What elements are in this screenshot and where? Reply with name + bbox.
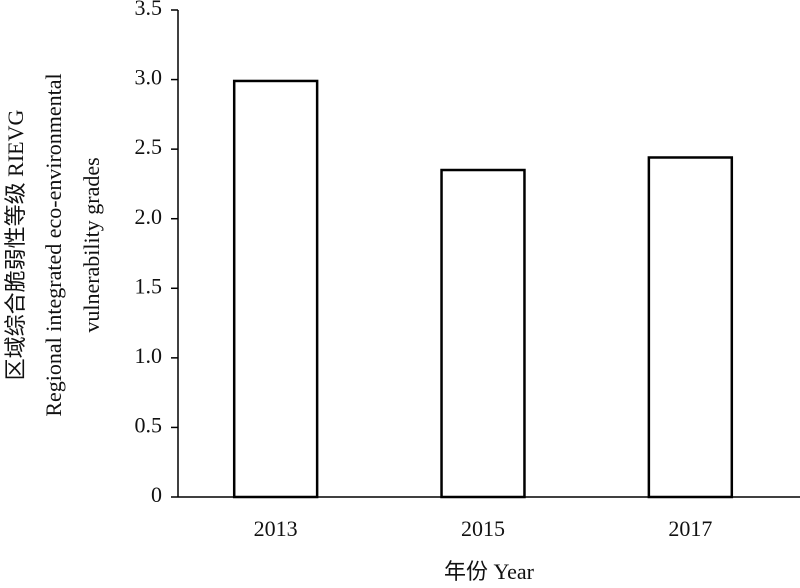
x-axis-title: 年份 Year <box>444 559 535 584</box>
y-axis-title: vulnerability grades <box>79 157 104 332</box>
y-tick-label: 0 <box>151 482 162 507</box>
y-tick-label: 1.0 <box>135 343 163 368</box>
y-axis-title: Regional integrated eco-environmental <box>41 73 66 416</box>
x-tick-label: 2017 <box>668 516 712 541</box>
x-tick-label: 2015 <box>461 516 505 541</box>
y-tick-label: 1.5 <box>135 273 163 298</box>
y-tick-label: 3.0 <box>135 65 163 90</box>
y-tick-label: 0.5 <box>135 412 163 437</box>
y-axis-title: 区域综合脆弱性等级 RIEVG <box>3 110 28 381</box>
y-tick-label: 2.0 <box>135 204 163 229</box>
y-tick-label: 2.5 <box>135 134 163 159</box>
bar <box>647 156 734 499</box>
bar <box>232 79 319 499</box>
y-tick-label: 3.5 <box>135 0 163 20</box>
x-tick-label: 2013 <box>254 516 298 541</box>
bar <box>440 168 526 499</box>
